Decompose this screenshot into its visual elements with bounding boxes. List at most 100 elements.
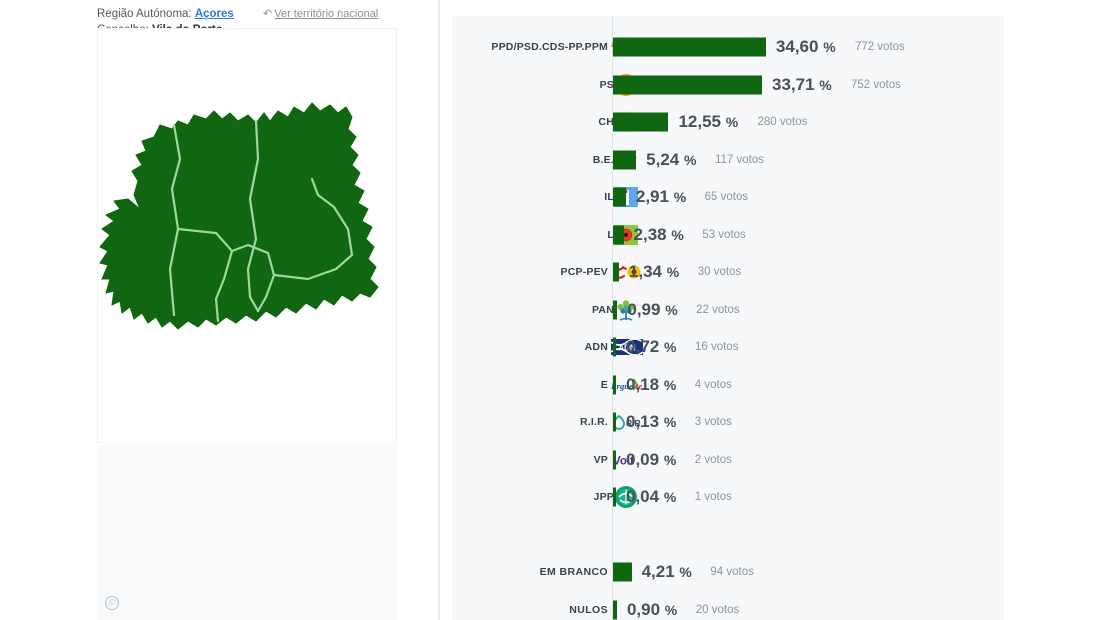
result-votes: 20 votos — [695, 603, 740, 616]
result-bar — [613, 37, 766, 57]
result-votes: 30 votos — [697, 266, 742, 278]
percent-symbol: % — [664, 601, 678, 618]
results-row: ADN ADN 0,72 % 16 votos — [452, 332, 1004, 362]
result-percentage: 4,21 % — [642, 557, 692, 587]
percent-value: 34,60 — [775, 37, 819, 56]
result-bar — [613, 600, 617, 619]
result-votes: 1 votos — [694, 491, 732, 503]
party-label: NULOS — [569, 603, 608, 616]
result-bar — [613, 300, 618, 319]
result-votes: 22 votos — [696, 303, 740, 316]
percent-value: 0,90 — [626, 599, 661, 619]
result-votes: 2 votos — [694, 453, 732, 466]
party-label: PPD/PSD.CDS-PP.PPM — [491, 41, 608, 53]
results-row: CH CHEGA 12,55 %280 votos — [452, 107, 1004, 137]
result-percentage: 33,71 % — [772, 70, 832, 100]
percent-symbol: % — [666, 264, 680, 280]
results-row: E Ergue te 0,18 % 4 votos — [452, 370, 1004, 400]
result-percentage: 2,38 % — [634, 220, 684, 250]
percent-symbol: % — [663, 376, 677, 393]
percent-symbol: % — [663, 414, 677, 430]
svg-text:te: te — [636, 381, 642, 391]
result-bar — [613, 562, 632, 582]
result-votes: 16 votos — [694, 341, 739, 353]
party-label: B.E. — [592, 153, 614, 166]
percent-value: 0,99 — [627, 299, 661, 319]
result-votes: 3 votos — [694, 416, 732, 428]
percent-value: 4,21 — [641, 562, 675, 581]
percent-value: 0,72 — [626, 337, 660, 356]
copyright-icon: © — [105, 596, 119, 610]
results-row: IL 2,91 % 65 votos — [452, 182, 1004, 212]
freguesia-borders — [168, 119, 354, 323]
percent-value: 2,38 — [633, 224, 667, 244]
municipality-map[interactable] — [98, 29, 398, 444]
result-bar — [613, 262, 619, 282]
percent-value: 0,18 — [626, 374, 660, 394]
percent-symbol: % — [823, 39, 836, 55]
view-national-territory-label: Ver território nacional — [274, 8, 379, 20]
jpp-logo — [614, 485, 638, 509]
party-label: R.I.R. — [579, 416, 608, 428]
result-bar — [613, 412, 616, 432]
region-label: Região Autónoma: — [97, 8, 192, 20]
results-row: L 2,38 % 53 votos — [452, 220, 1004, 250]
percent-value: 5,24 — [646, 149, 680, 169]
result-bar — [613, 225, 624, 244]
party-label: EM BRANCO — [539, 566, 608, 578]
column-divider — [438, 0, 440, 620]
results-special-row: NULOS 0,90 % 20 votos — [452, 595, 1004, 620]
percent-symbol: % — [663, 451, 677, 468]
result-percentage: 0,99 % — [627, 295, 677, 325]
party-label: PAN — [592, 303, 614, 316]
percent-value: 0,13 — [626, 412, 660, 431]
result-votes: 53 votos — [702, 228, 746, 241]
result-votes: 65 votos — [704, 191, 749, 203]
party-label: VP — [593, 453, 608, 466]
result-percentage: 0,13 % — [626, 407, 676, 437]
vp-volt-logo: Volt — [610, 448, 644, 472]
svg-text:ADN: ADN — [618, 344, 636, 353]
results-row: R.I.R. RIR 0,13 % 3 votos — [452, 407, 1004, 437]
result-percentage: 0,72 % — [626, 332, 676, 362]
result-bar — [613, 375, 616, 394]
map-column: Região Autónoma: Açores Concelho: Vila d… — [0, 0, 440, 620]
percent-symbol: % — [663, 489, 677, 505]
map-svg[interactable] — [98, 29, 398, 444]
result-votes: 280 votos — [757, 116, 808, 128]
result-votes: 752 votos — [850, 78, 901, 91]
result-votes: 772 votos — [854, 41, 905, 53]
results-column: PPD/PSD.CDS-PP.PPM 34,60 % 772 votos PS 33… — [440, 0, 1100, 620]
percent-value: 2,91 — [635, 187, 669, 206]
results-row: PAN 0,99 % 22 votos — [452, 295, 1004, 325]
percent-symbol: % — [673, 189, 687, 205]
party-label: E — [600, 378, 608, 391]
results-row: PPD/PSD.CDS-PP.PPM 34,60 % 772 votos — [452, 32, 1004, 62]
result-bar — [613, 337, 617, 357]
result-bar — [613, 487, 616, 507]
percent-symbol: % — [665, 301, 678, 318]
percent-symbol: % — [671, 226, 684, 243]
back-arrow-icon: ↶ — [263, 8, 273, 20]
percent-symbol: % — [679, 564, 692, 580]
region-link[interactable]: Açores — [194, 8, 234, 20]
result-percentage: 1,34 % — [629, 257, 679, 287]
pan-logo — [614, 298, 638, 322]
result-votes: 4 votos — [694, 378, 732, 391]
percent-value: 33,71 — [771, 74, 815, 94]
result-bar — [613, 75, 762, 94]
results-row: PCP-PEV 1,34 % 30 votos — [452, 257, 1004, 287]
region-line: Região Autónoma: Açores — [97, 6, 427, 22]
result-percentage: 2,91 % — [636, 182, 686, 212]
view-national-territory-link[interactable]: ↶ Ver território nacional — [263, 7, 378, 20]
map-card — [97, 28, 397, 443]
result-bar — [613, 187, 626, 207]
party-label: PS — [599, 78, 614, 91]
percent-symbol: % — [819, 76, 832, 93]
party-label: IL — [604, 191, 614, 203]
results-special-row: EM BRANCO 4,21 % 94 votos — [452, 557, 1004, 587]
percent-value: 0,09 — [626, 449, 660, 469]
svg-text:RIR: RIR — [626, 418, 641, 428]
party-label: ADN — [584, 341, 608, 353]
